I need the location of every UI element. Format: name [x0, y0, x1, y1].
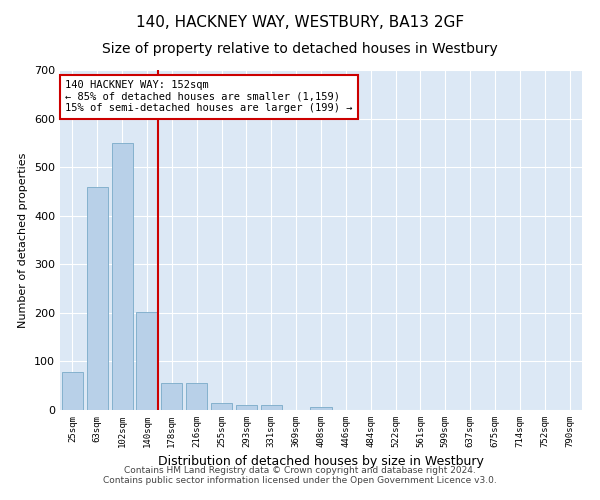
Text: Contains HM Land Registry data © Crown copyright and database right 2024.
Contai: Contains HM Land Registry data © Crown c…: [103, 466, 497, 485]
Bar: [112, 143, 133, 410]
Text: Size of property relative to detached houses in Westbury: Size of property relative to detached ho…: [102, 42, 498, 56]
Bar: [161, 384, 182, 410]
Bar: [136, 312, 158, 410]
Bar: [261, 405, 282, 410]
Bar: [211, 402, 232, 410]
Bar: [310, 406, 332, 410]
Bar: [236, 405, 257, 410]
Bar: [62, 372, 83, 410]
Bar: [87, 186, 108, 410]
Bar: [186, 384, 207, 410]
Y-axis label: Number of detached properties: Number of detached properties: [19, 152, 28, 328]
X-axis label: Distribution of detached houses by size in Westbury: Distribution of detached houses by size …: [158, 456, 484, 468]
Text: 140, HACKNEY WAY, WESTBURY, BA13 2GF: 140, HACKNEY WAY, WESTBURY, BA13 2GF: [136, 15, 464, 30]
Text: 140 HACKNEY WAY: 152sqm
← 85% of detached houses are smaller (1,159)
15% of semi: 140 HACKNEY WAY: 152sqm ← 85% of detache…: [65, 80, 353, 114]
